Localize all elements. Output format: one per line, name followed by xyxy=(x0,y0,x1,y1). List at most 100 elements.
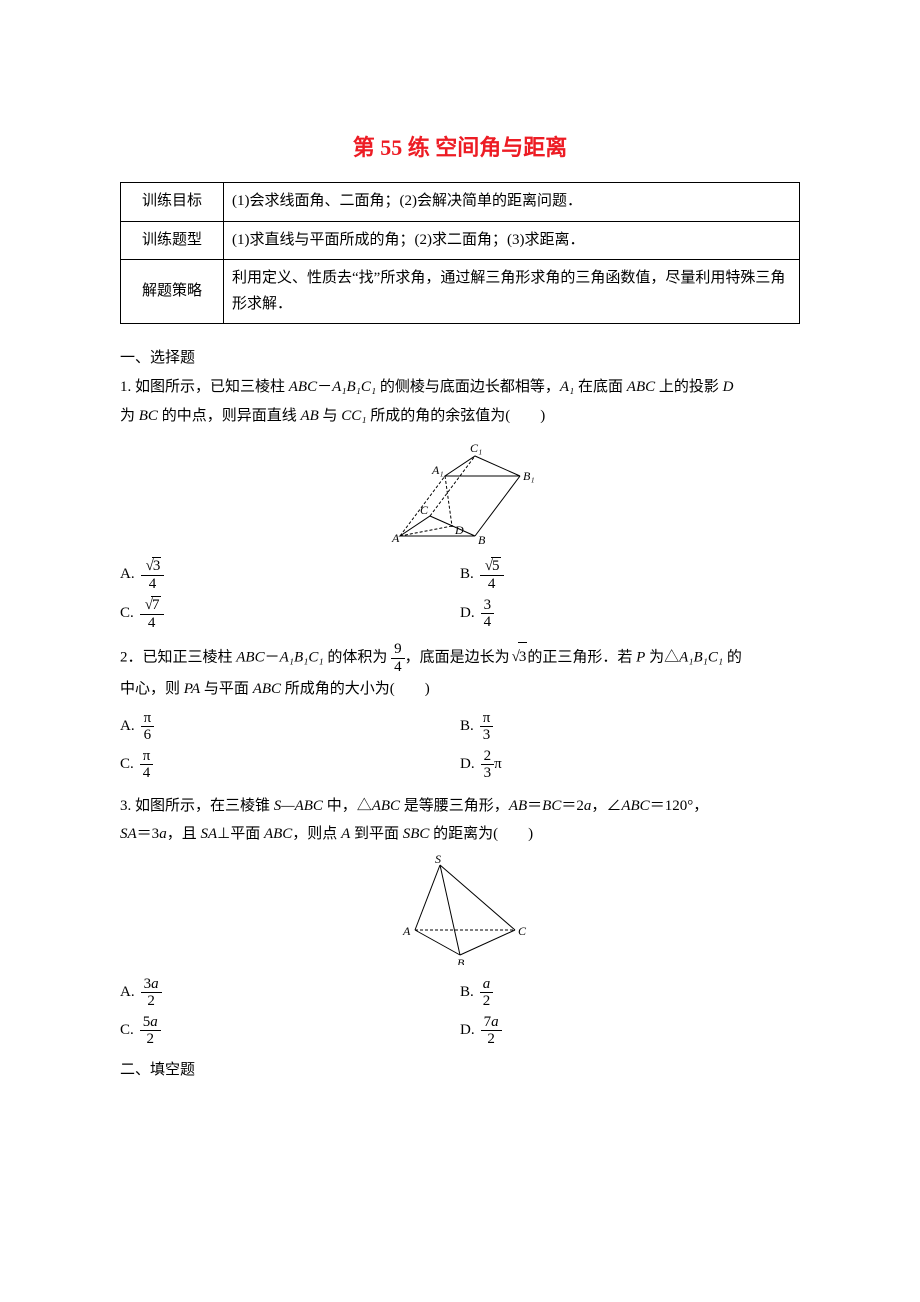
opt-letter: A. xyxy=(120,981,135,1004)
denominator: 4 xyxy=(481,614,495,631)
var: AB xyxy=(300,408,318,424)
var: ABC xyxy=(621,798,649,814)
text: 为 xyxy=(120,408,139,424)
fraction: 7 4 xyxy=(140,596,164,631)
q1-options: A. 3 4 B. 5 4 C. 7 4 D. 3 4 xyxy=(120,555,800,633)
question-1-line2: 为 BC 的中点，则异面直线 AB 与 CC₁ 所成的角的余弦值为( ) xyxy=(120,402,800,431)
denominator: 3 xyxy=(481,765,495,782)
var: D xyxy=(723,379,734,395)
label-A1: A₁ xyxy=(431,463,444,477)
radicand: 5 xyxy=(491,557,501,575)
fraction: a 2 xyxy=(480,976,494,1010)
text: 的体积为 xyxy=(324,649,388,665)
text: 为△ xyxy=(645,649,679,665)
label-S: S xyxy=(435,855,441,866)
text: ，则点 xyxy=(292,826,341,842)
var: CC₁ xyxy=(341,408,366,424)
pyramid-diagram: S A C B xyxy=(385,855,535,965)
fraction: π 6 xyxy=(141,710,155,744)
meta-table: 训练目标 (1)会求线面角、二面角；(2)会解决简单的距离问题． 训练题型 (1… xyxy=(120,182,800,324)
opt-letter: A. xyxy=(120,563,135,586)
radicand: 7 xyxy=(151,596,161,614)
q3-options: A. 3a 2 B. a 2 C. 5a 2 D. 7a 2 xyxy=(120,974,800,1050)
var: A₁B₁C₁ xyxy=(332,379,376,395)
var: BC xyxy=(542,798,561,814)
table-row: 训练题型 (1)求直线与平面所成的角；(2)求二面角；(3)求距离． xyxy=(121,221,800,260)
numerator: 2 xyxy=(481,748,495,766)
opt-letter: B. xyxy=(460,563,474,586)
radicand: 3 xyxy=(518,642,528,672)
table-row: 解题策略 利用定义、性质去“找”所求角，通过解三角形求角的三角函数值，尽量利用特… xyxy=(121,260,800,324)
denominator: 2 xyxy=(480,993,494,1010)
text: 3. 如图所示，在三棱锥 xyxy=(120,798,274,814)
label-B1: B₁ xyxy=(523,469,535,483)
var: A₁B₁C₁ xyxy=(280,649,324,665)
opt-letter: C. xyxy=(120,753,134,776)
opt-letter: C. xyxy=(120,1019,134,1042)
text: ，∠ xyxy=(591,798,621,814)
question-2-line2: 中心，则 PA 与平面 ABC 所成角的大小为( ) xyxy=(120,675,800,704)
denominator: 4 xyxy=(140,615,164,632)
fraction: 2 3 xyxy=(481,748,495,782)
text: 到平面 xyxy=(350,826,403,842)
label-B: B xyxy=(478,533,486,546)
q3-option-D: D. 7a 2 xyxy=(460,1012,800,1050)
text: 的中点，则异面直线 xyxy=(158,408,301,424)
numerator: π xyxy=(480,710,494,728)
denominator: 4 xyxy=(140,765,154,782)
label-C: C xyxy=(518,924,527,938)
text: ，且 xyxy=(167,826,201,842)
section-heading-2: 二、填空题 xyxy=(120,1058,800,1079)
page-title: 第 55 练 空间角与距离 xyxy=(120,130,800,162)
denominator: 2 xyxy=(481,1031,502,1048)
page: 第 55 练 空间角与距离 训练目标 (1)会求线面角、二面角；(2)会解决简单… xyxy=(0,0,920,1302)
var: A₁ xyxy=(560,379,574,395)
figure-q3: S A C B xyxy=(120,855,800,970)
text: 与平面 xyxy=(200,681,253,697)
opt-letter: B. xyxy=(460,715,474,738)
var: SA xyxy=(120,826,137,842)
q1-option-A: A. 3 4 xyxy=(120,555,460,594)
label-B: B xyxy=(457,956,465,965)
meta-label: 解题策略 xyxy=(121,260,224,324)
section-heading: 一、选择题 xyxy=(120,346,800,367)
radicand: 3 xyxy=(152,557,162,575)
text: ⊥平面 xyxy=(217,826,264,842)
text: ＝ xyxy=(527,798,542,814)
meta-value: (1)会求线面角、二面角；(2)会解决简单的距离问题． xyxy=(224,183,800,222)
text: 中，△ xyxy=(323,798,372,814)
fraction: 5 4 xyxy=(480,557,504,592)
text: 在底面 xyxy=(574,379,627,395)
fraction: 7a 2 xyxy=(481,1014,502,1048)
text: 所成的角的余弦值为( ) xyxy=(367,408,546,424)
question-3-line2: SA＝3a，且 SA⊥平面 ABC，则点 A 到平面 SBC 的距离为( ) xyxy=(120,820,800,849)
opt-letter: D. xyxy=(460,753,475,776)
opt-letter: B. xyxy=(460,981,474,1004)
opt-letter: A. xyxy=(120,715,135,738)
q3-option-B: B. a 2 xyxy=(460,974,800,1012)
text: 中心，则 xyxy=(120,681,184,697)
text: 与 xyxy=(319,408,342,424)
text: ＝120°， xyxy=(650,798,709,814)
q1-option-B: B. 5 4 xyxy=(460,555,800,594)
table-row: 训练目标 (1)会求线面角、二面角；(2)会解决简单的距离问题． xyxy=(121,183,800,222)
denominator: 4 xyxy=(480,576,504,593)
var: a xyxy=(159,826,167,842)
prism-diagram: A B C D A₁ B₁ C₁ xyxy=(370,436,550,546)
text: 的距离为( ) xyxy=(429,826,533,842)
opt-letter: D. xyxy=(460,602,475,625)
numerator: 3 xyxy=(481,597,495,615)
suffix: π xyxy=(494,753,502,776)
fraction: 3a 2 xyxy=(141,976,162,1010)
var: ABC xyxy=(253,681,281,697)
var: PA xyxy=(184,681,200,697)
fraction: 5a 2 xyxy=(140,1014,161,1048)
var: S—ABC xyxy=(274,798,323,814)
var: BC xyxy=(139,408,158,424)
numerator: π xyxy=(140,748,154,766)
text: 所成角的大小为( ) xyxy=(281,681,430,697)
var: AB xyxy=(509,798,527,814)
opt-letter: D. xyxy=(460,1019,475,1042)
fraction: 3 4 xyxy=(481,597,495,631)
fraction: π 3 xyxy=(480,710,494,744)
